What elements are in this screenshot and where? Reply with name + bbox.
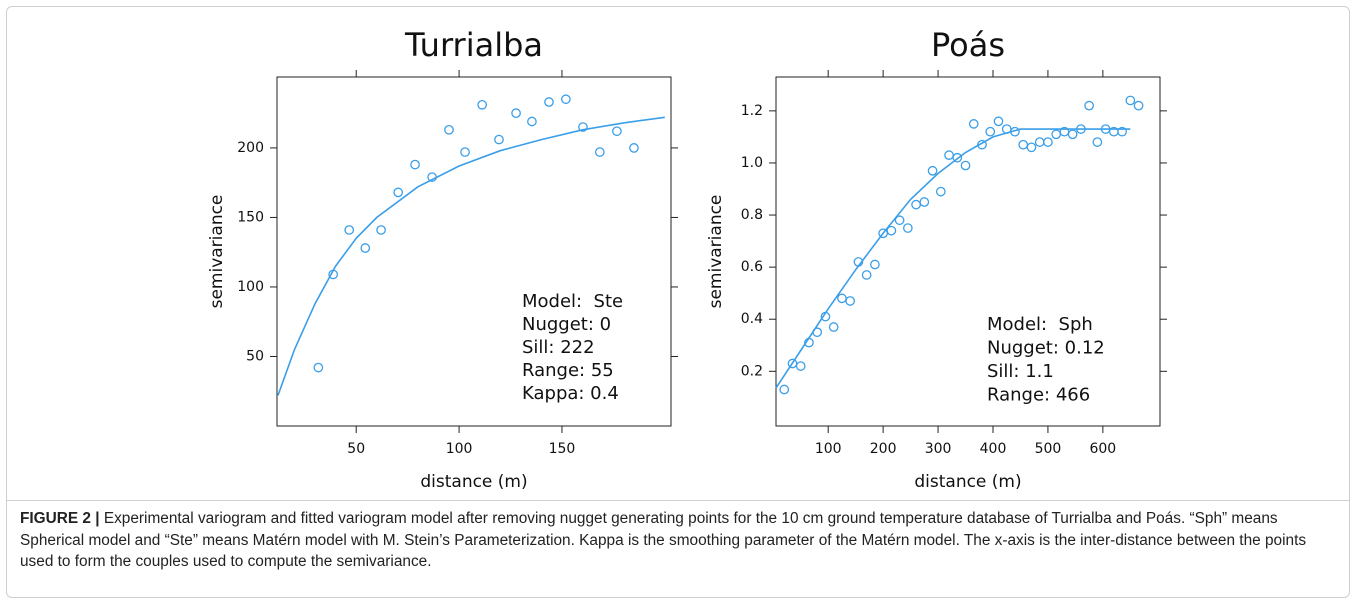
data-point — [578, 122, 588, 132]
data-point — [927, 165, 938, 176]
data-point — [1034, 137, 1045, 147]
data-point — [837, 293, 847, 304]
data-point — [902, 223, 913, 233]
x-tick-label: 300 — [925, 441, 952, 457]
model-annotation: Range: 55 — [522, 360, 614, 381]
model-annotation: Range: 466 — [987, 385, 1090, 406]
data-point — [313, 362, 324, 373]
model-annotation: Model: Ste — [522, 291, 623, 312]
model-annotation: Sill: 1.1 — [987, 361, 1054, 382]
y-tick-label: 50 — [246, 348, 264, 364]
x-tick-label: 100 — [815, 441, 842, 457]
y-tick-label: 0.4 — [741, 311, 763, 327]
data-point — [944, 150, 954, 160]
data-point — [544, 97, 554, 107]
data-point — [960, 160, 971, 171]
data-point — [612, 126, 622, 137]
data-point — [444, 124, 454, 135]
model-annotation: Nugget: 0.12 — [987, 338, 1105, 359]
model-annotation: Sill: 222 — [522, 337, 595, 358]
data-point — [779, 384, 790, 395]
data-point — [845, 296, 856, 306]
data-point — [968, 119, 979, 129]
figure: Turrialba distance (m) semivariance 50 100 15… — [207, 26, 1167, 492]
y-axis-title: semivariance — [207, 195, 227, 309]
chart-title: Poás — [931, 26, 1005, 64]
data-point — [795, 361, 806, 371]
x-tick-label: 400 — [980, 441, 1007, 457]
x-tick-label: 200 — [870, 441, 897, 457]
y-axis-title: semivariance — [706, 195, 726, 309]
data-point — [1092, 137, 1103, 147]
x-tick-label: 100 — [446, 441, 473, 457]
caption-text: Experimental variogram and fitted variog… — [20, 510, 1307, 570]
data-point — [1084, 100, 1094, 111]
model-annotation: Model: Sph — [987, 314, 1093, 335]
y-tick-label: 0.6 — [741, 259, 763, 275]
data-point — [344, 225, 355, 235]
x-axis-title: distance (m) — [420, 472, 527, 492]
data-point — [861, 270, 872, 280]
x-tick-label: 150 — [549, 441, 576, 457]
data-point — [919, 197, 930, 207]
y-tick-label: 150 — [237, 209, 264, 225]
data-point — [935, 186, 946, 197]
data-point — [870, 259, 880, 270]
x-tick-label: 50 — [347, 441, 365, 457]
data-point — [527, 116, 537, 127]
y-tick-label: 0.2 — [741, 363, 763, 379]
data-point — [1125, 95, 1136, 106]
y-tick-label: 200 — [237, 140, 264, 156]
data-point — [477, 99, 487, 110]
data-point — [1117, 126, 1127, 137]
data-point — [911, 199, 921, 210]
data-point — [828, 322, 839, 332]
data-point — [393, 187, 404, 198]
x-axis-title: distance (m) — [914, 472, 1021, 492]
data-point — [460, 147, 470, 157]
plot-frame — [276, 76, 672, 427]
data-point — [985, 126, 996, 137]
fitted-curve — [775, 128, 1131, 389]
data-point — [1051, 129, 1062, 140]
caption-label: FIGURE 2 | — [20, 510, 100, 527]
caption-separator — [6, 500, 1350, 501]
x-tick-label: 500 — [1035, 441, 1062, 457]
data-point — [629, 143, 639, 153]
caption: FIGURE 2 | Experimental variogram and fi… — [20, 508, 1338, 573]
y-tick-label: 1.0 — [741, 155, 763, 171]
y-tick-label: 100 — [237, 279, 264, 295]
y-tick-label: 0.8 — [741, 207, 763, 223]
x-tick-label: 600 — [1089, 441, 1116, 457]
data-point — [894, 215, 905, 226]
data-point — [561, 94, 571, 105]
data-point — [494, 134, 504, 145]
data-point — [1043, 137, 1053, 147]
data-point — [1133, 100, 1144, 111]
model-annotation: Kappa: 0.4 — [522, 383, 619, 404]
plot-frame — [775, 76, 1161, 427]
fitted-curve — [277, 116, 665, 396]
data-point — [360, 243, 371, 253]
data-point — [594, 147, 605, 157]
data-point — [410, 159, 420, 170]
data-point — [1018, 139, 1029, 150]
chart-title: Turrialba — [404, 26, 543, 64]
data-point — [376, 225, 386, 235]
data-point — [993, 116, 1004, 127]
y-tick-label: 1.2 — [741, 103, 763, 119]
data-point — [886, 225, 897, 236]
data-point — [1026, 142, 1037, 153]
data-point — [952, 152, 963, 163]
model-annotation: Nugget: 0 — [522, 314, 611, 335]
figure-frame — [6, 6, 1350, 598]
data-point — [511, 108, 521, 119]
data-point — [1067, 129, 1078, 140]
